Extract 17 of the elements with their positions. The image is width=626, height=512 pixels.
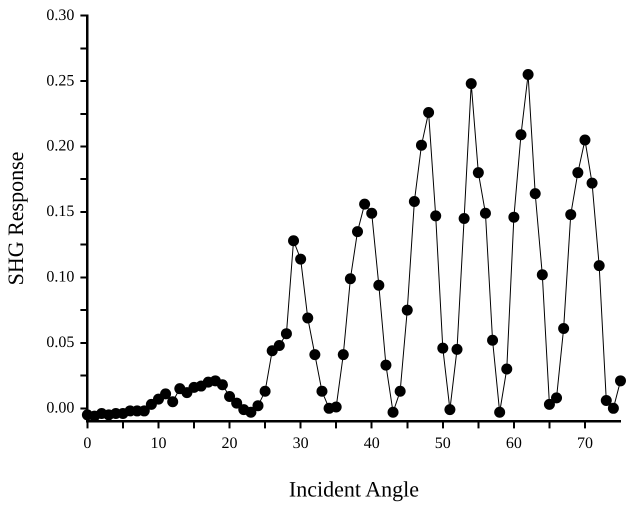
x-tick-label: 70 bbox=[576, 435, 593, 452]
y-tick-label: 0.00 bbox=[46, 400, 74, 417]
x-tick-label: 50 bbox=[434, 435, 451, 452]
x-tick-label: 10 bbox=[150, 435, 166, 452]
x-tick-label: 30 bbox=[292, 435, 309, 452]
x-tick-label: 60 bbox=[506, 435, 522, 452]
y-axis-title: SHG Response bbox=[2, 152, 28, 286]
x-tick-label: 40 bbox=[364, 435, 380, 452]
x-axis-title: Incident Angle bbox=[288, 476, 420, 502]
x-tick-label: 0 bbox=[83, 435, 92, 452]
y-tick-label: 0.30 bbox=[46, 6, 74, 24]
y-tick-label: 0.05 bbox=[46, 334, 74, 352]
y-tick-label: 0.15 bbox=[46, 203, 74, 220]
y-tick-label: 0.20 bbox=[46, 138, 74, 155]
y-tick-label: 0.10 bbox=[46, 268, 74, 286]
x-tick-label: 20 bbox=[222, 435, 238, 452]
y-tick-label: 0.25 bbox=[46, 72, 74, 90]
